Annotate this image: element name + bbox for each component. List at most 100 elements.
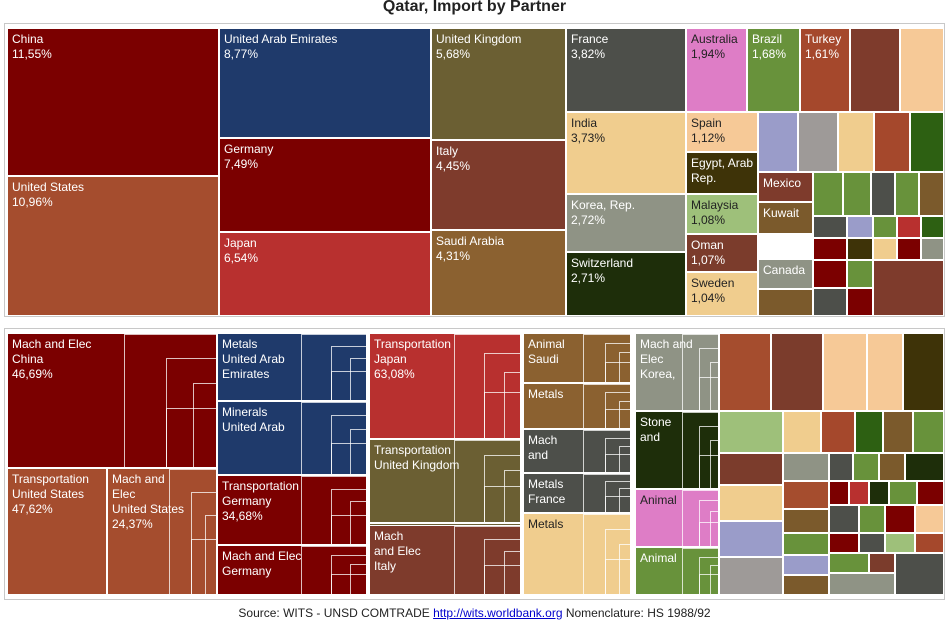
- product-small-tile-41[interactable]: [829, 573, 895, 595]
- product-small-tile-27[interactable]: [859, 505, 885, 533]
- product-tile-13[interactable]: Mach and: [523, 429, 631, 473]
- product-tile-10[interactable]: Mach and Elec Italy: [369, 525, 521, 595]
- partner-small-tile-2[interactable]: [758, 112, 798, 172]
- product-small-tile-35[interactable]: [915, 533, 944, 553]
- product-small-tile-15[interactable]: [879, 453, 905, 481]
- product-tile-14[interactable]: Metals France: [523, 473, 631, 513]
- product-small-tile-31[interactable]: [783, 533, 829, 555]
- partner-small-tile-19[interactable]: [873, 238, 897, 260]
- product-small-tile-39[interactable]: [869, 553, 895, 573]
- partner-tile-4[interactable]: Japan 6,54%: [219, 232, 431, 316]
- partner-small-tile-3[interactable]: [798, 112, 838, 172]
- product-small-tile-18[interactable]: [783, 481, 829, 509]
- partner-small-tile-11[interactable]: [919, 172, 944, 216]
- product-tile-5[interactable]: Transportation Germany 34,68%: [217, 475, 367, 545]
- product-tile-11[interactable]: Animal Saudi: [523, 333, 631, 383]
- product-tile-19[interactable]: Animal: [635, 547, 719, 595]
- product-small-tile-22[interactable]: [889, 481, 917, 505]
- product-tile-0[interactable]: Mach and Elec China 46,69%: [7, 333, 217, 468]
- product-small-tile-10[interactable]: [913, 411, 944, 453]
- product-small-tile-26[interactable]: [829, 505, 859, 533]
- product-tile-8[interactable]: Transportation United Kingdom: [369, 439, 521, 523]
- partner-tile-2[interactable]: United Arab Emirates 8,77%: [219, 28, 431, 138]
- partner-tile-3[interactable]: Germany 7,49%: [219, 138, 431, 232]
- partner-tile-10[interactable]: Korea, Rep. 2,72%: [566, 194, 686, 252]
- partner-tile-22[interactable]: Canada: [758, 259, 813, 289]
- partner-tile-21[interactable]: Kuwait: [758, 202, 813, 234]
- source-link[interactable]: http://wits.worldbank.org: [433, 606, 563, 620]
- product-small-tile-12[interactable]: [783, 453, 829, 481]
- partner-small-tile-7[interactable]: [813, 172, 843, 216]
- product-small-tile-32[interactable]: [829, 533, 859, 553]
- partner-small-tile-5[interactable]: [874, 112, 910, 172]
- partner-tile-0[interactable]: China 11,55%: [7, 28, 219, 176]
- partner-small-tile-0[interactable]: [850, 28, 900, 112]
- product-small-tile-30[interactable]: [719, 557, 783, 595]
- product-small-tile-28[interactable]: [885, 505, 915, 533]
- partner-tile-12[interactable]: Australia 1,94%: [686, 28, 747, 112]
- partner-tile-8[interactable]: France 3,82%: [566, 28, 686, 112]
- partner-small-tile-8[interactable]: [843, 172, 871, 216]
- partner-small-tile-6[interactable]: [910, 112, 944, 172]
- product-small-tile-1[interactable]: [771, 333, 823, 411]
- partner-small-tile-21[interactable]: [921, 238, 944, 260]
- partner-tile-6[interactable]: Italy 4,45%: [431, 140, 566, 230]
- product-small-tile-38[interactable]: [829, 553, 869, 573]
- partner-tile-20[interactable]: Mexico: [758, 172, 813, 202]
- product-small-tile-33[interactable]: [859, 533, 885, 553]
- partner-tile-19[interactable]: Sweden 1,04%: [686, 272, 758, 316]
- partner-tile-16[interactable]: Egypt, Arab Rep.: [686, 152, 758, 194]
- product-tile-17[interactable]: Stone and: [635, 411, 719, 489]
- product-small-tile-6[interactable]: [783, 411, 821, 453]
- product-small-tile-4[interactable]: [903, 333, 944, 411]
- partner-small-tile-4[interactable]: [838, 112, 874, 172]
- product-small-tile-14[interactable]: [853, 453, 879, 481]
- partner-small-tile-28[interactable]: [873, 260, 944, 316]
- partner-tile-9[interactable]: India 3,73%: [566, 112, 686, 194]
- partner-small-tile-16[interactable]: [921, 216, 944, 238]
- product-tile-16[interactable]: Mach and Elec Korea,: [635, 333, 719, 411]
- partner-small-tile-9[interactable]: [871, 172, 895, 216]
- product-tile-7[interactable]: Transportation Japan 63,08%: [369, 333, 521, 439]
- partner-small-tile-15[interactable]: [897, 216, 921, 238]
- partner-tile-15[interactable]: Spain 1,12%: [686, 112, 758, 152]
- partner-tile-18[interactable]: Oman 1,07%: [686, 234, 758, 272]
- product-small-tile-16[interactable]: [905, 453, 944, 481]
- product-small-tile-2[interactable]: [823, 333, 867, 411]
- partner-small-tile-27[interactable]: [847, 288, 873, 316]
- partner-small-tile-13[interactable]: [847, 216, 873, 238]
- product-tile-12[interactable]: Metals: [523, 383, 631, 429]
- partner-tile-14[interactable]: Turkey 1,61%: [800, 28, 850, 112]
- partner-small-tile-14[interactable]: [873, 216, 897, 238]
- product-small-tile-20[interactable]: [849, 481, 869, 505]
- partner-tile-5[interactable]: United Kingdom 5,68%: [431, 28, 566, 140]
- partner-small-tile-1[interactable]: [900, 28, 944, 112]
- product-tile-18[interactable]: Animal: [635, 489, 719, 547]
- product-tile-1[interactable]: Transportation United States 47,62%: [7, 468, 107, 595]
- partner-small-tile-12[interactable]: [813, 216, 847, 238]
- product-small-tile-17[interactable]: [719, 485, 783, 521]
- partner-small-tile-26[interactable]: [813, 288, 847, 316]
- product-small-tile-9[interactable]: [883, 411, 913, 453]
- product-small-tile-19[interactable]: [829, 481, 849, 505]
- product-small-tile-24[interactable]: [719, 521, 783, 557]
- partner-small-tile-18[interactable]: [847, 238, 873, 260]
- product-small-tile-0[interactable]: [719, 333, 771, 411]
- partner-tile-17[interactable]: Malaysia 1,08%: [686, 194, 758, 234]
- product-small-tile-36[interactable]: [783, 555, 829, 575]
- partner-small-tile-17[interactable]: [813, 238, 847, 260]
- product-small-tile-7[interactable]: [821, 411, 855, 453]
- product-small-tile-8[interactable]: [855, 411, 883, 453]
- product-tile-3[interactable]: Metals United Arab Emirates: [217, 333, 367, 401]
- product-small-tile-37[interactable]: [783, 575, 829, 595]
- product-tile-2[interactable]: Mach and Elec United States 24,37%: [107, 468, 217, 595]
- partner-small-tile-24[interactable]: [847, 260, 873, 288]
- product-small-tile-21[interactable]: [869, 481, 889, 505]
- partner-small-tile-20[interactable]: [897, 238, 921, 260]
- product-tile-6[interactable]: Mach and Elec Germany: [217, 545, 367, 595]
- partner-small-tile-10[interactable]: [895, 172, 919, 216]
- partner-tile-1[interactable]: United States 10,96%: [7, 176, 219, 316]
- product-tile-4[interactable]: Minerals United Arab: [217, 401, 367, 475]
- product-small-tile-3[interactable]: [867, 333, 903, 411]
- product-small-tile-13[interactable]: [829, 453, 853, 481]
